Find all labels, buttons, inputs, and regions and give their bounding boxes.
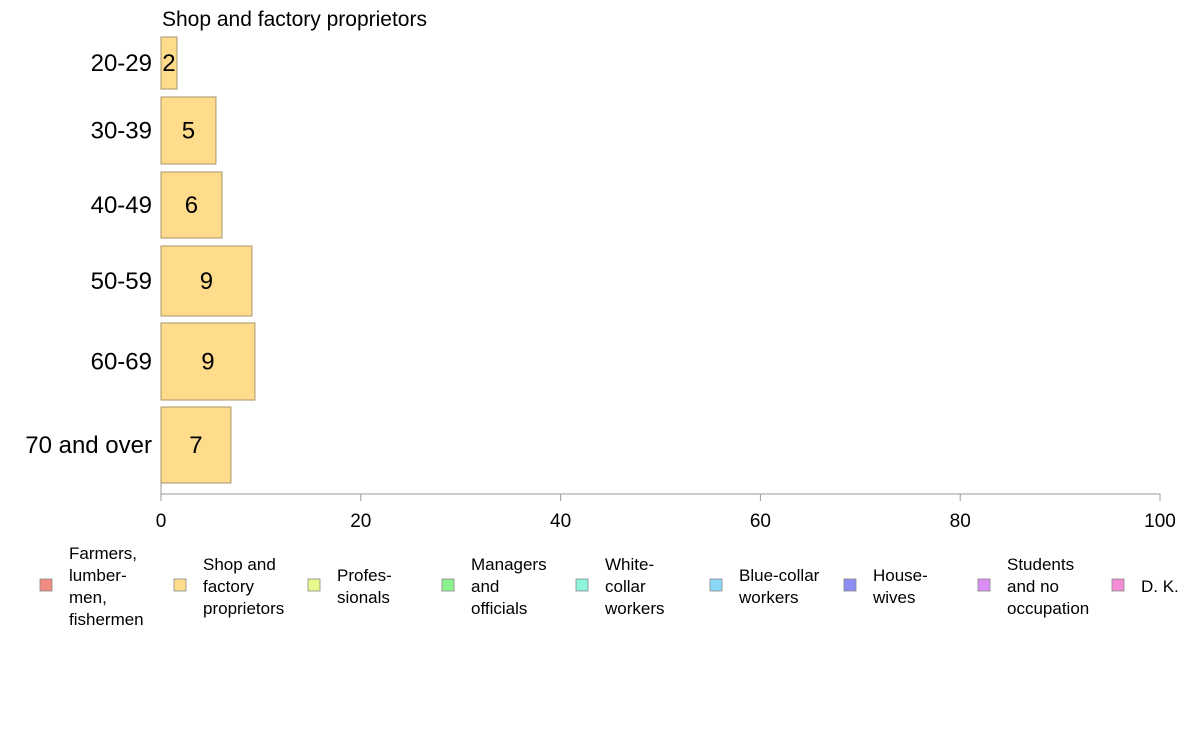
category-label-60-69: 60-69 (91, 349, 152, 376)
x-tick-label-0: 0 (156, 511, 167, 532)
data-label-20-29: 2 (162, 50, 175, 77)
x-tick-label-80: 80 (950, 511, 971, 532)
x-tick-label-20: 20 (350, 511, 371, 532)
bar-30-39 (160, 96, 217, 165)
legend-label-7-2: occupation (1007, 599, 1089, 618)
bar-70-and-over (160, 406, 232, 484)
category-label-50-59: 50-59 (91, 268, 152, 295)
category-label-30-39: 30-39 (91, 118, 152, 145)
legend-swatch-7 (977, 578, 991, 592)
legend-label-3-1: and (471, 577, 499, 596)
bar-60-69 (160, 322, 256, 401)
legend-label-5-1: workers (738, 588, 799, 607)
category-label-40-49: 40-49 (91, 192, 152, 219)
legend-swatch-6 (843, 578, 857, 592)
legend-label-3-0: Managers (471, 555, 547, 574)
legend-label-7-0: Students (1007, 555, 1074, 574)
data-label-40-49: 6 (185, 192, 198, 219)
legend-label-1-2: proprietors (203, 599, 284, 618)
legend-label-4-1: collar (605, 577, 646, 596)
bar-40-49 (160, 171, 223, 239)
category-labels: 20-29 30-39 40-49 50-59 60-69 70 and over (25, 50, 152, 459)
legend-swatch-8 (1111, 578, 1125, 592)
legend-label-6-0: House- (873, 566, 928, 585)
x-tick-label-40: 40 (550, 511, 571, 532)
legend-label-4-0: White- (605, 555, 654, 574)
legend-label-2-1: sionals (337, 588, 390, 607)
bar-50-59 (160, 245, 253, 317)
legend-label-7-1: and no (1007, 577, 1059, 596)
data-label-70-and-over: 7 (189, 432, 202, 459)
category-label-70-and-over: 70 and over (25, 432, 152, 459)
x-tick-label-60: 60 (750, 511, 771, 532)
legend-label-3-2: officials (471, 599, 527, 618)
legend-label-5-0: Blue-collar (739, 566, 820, 585)
legend: Farmers, lumber-men, fishermen Shop and fact… (39, 544, 1179, 629)
legend-label-0-1: lumber- (69, 566, 127, 585)
category-label-20-29: 20-29 (91, 50, 152, 77)
legend-label-8-0: D. K. (1141, 577, 1179, 596)
data-label-50-59: 9 (200, 268, 213, 295)
bars: 2 5 6 9 9 7 (160, 36, 256, 484)
legend-label-6-1: wives (872, 588, 916, 607)
legend-swatch-0 (39, 578, 53, 592)
x-tick-label-100: 100 (1144, 511, 1176, 532)
legend-swatch-3 (441, 578, 455, 592)
chart-title: Shop and factory proprietors (162, 8, 427, 31)
legend-swatch-1 (173, 578, 187, 592)
bar-20-29 (160, 36, 178, 90)
legend-label-0-0: Farmers, (69, 544, 137, 563)
legend-label-2-0: Profes- (337, 566, 392, 585)
legend-label-0-2: men, (69, 588, 107, 607)
legend-swatch-4 (575, 578, 589, 592)
legend-label-0-3: fishermen (69, 610, 144, 629)
legend-swatch-5 (709, 578, 723, 592)
x-axis: 0 20 40 60 80 100 (156, 483, 1176, 532)
legend-swatch-2 (307, 578, 321, 592)
legend-label-1-0: Shop and (203, 555, 276, 574)
data-label-60-69: 9 (201, 349, 214, 376)
legend-label-1-1: factory (203, 577, 255, 596)
legend-label-4-2: workers (604, 599, 665, 618)
data-label-30-39: 5 (182, 118, 195, 145)
